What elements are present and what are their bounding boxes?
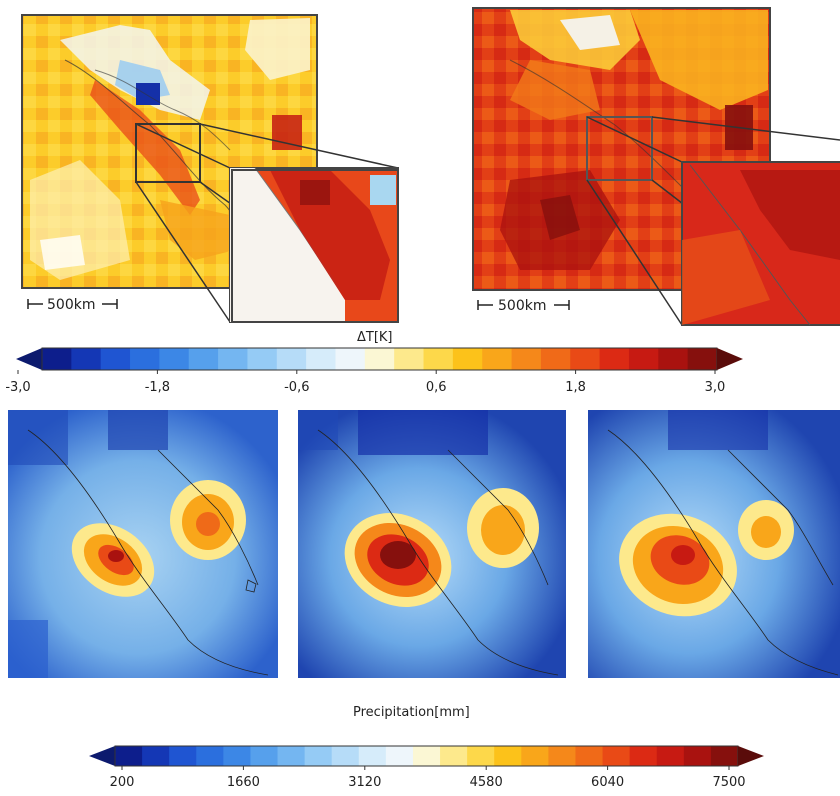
temperature-colorbar-swatch (482, 348, 513, 370)
precipitation-colorbar-tick-label: 4580 (469, 775, 503, 790)
temperature-map-right: 500km (472, 7, 840, 326)
temperature-colorbar-swatch (687, 348, 718, 370)
precipitation-colorbar-swatch (331, 746, 360, 766)
temperature-colorbar-swatch (628, 348, 659, 370)
temperature-colorbar-extend-low (16, 348, 42, 370)
precipitation-colorbar-swatch (412, 746, 441, 766)
precipitation-colorbar-swatch (304, 746, 333, 766)
temperature-colorbar-swatch (452, 348, 483, 370)
precipitation-colorbar-swatch (575, 746, 604, 766)
precipitation-colorbar-tick-label: 3120 (348, 775, 382, 790)
temperature-colorbar-swatch (130, 348, 160, 370)
precipitation-colorbar-swatch (142, 746, 170, 766)
precipitation-colorbar-swatch (223, 746, 251, 766)
precipitation-colorbar-extend-low (89, 746, 115, 766)
temperature-colorbar-title: ΔT[K] (357, 330, 393, 345)
precipitation-map-2 (298, 410, 566, 678)
precipitation-colorbar-swatch (440, 746, 468, 766)
temperature-colorbar-tick-label: 0,6 (425, 380, 447, 395)
temperature-colorbar-tick-label: 3,0 (704, 380, 726, 395)
temperature-colorbar-swatch (511, 348, 542, 370)
precipitation-colorbar-tick-label: 7500 (712, 775, 746, 790)
precipitation-colorbar-swatch (196, 746, 224, 766)
precipitation-colorbar-swatch (467, 746, 495, 766)
temperature-colorbar-swatch (394, 348, 425, 370)
temperature-colorbar-swatch (540, 348, 571, 370)
precipitation-colorbar-swatch (385, 746, 414, 766)
temperature-colorbar-swatch (570, 348, 601, 370)
precipitation-colorbar-swatch (710, 746, 739, 766)
precipitation-colorbar-swatch (602, 746, 631, 766)
precipitation-colorbar-title: Precipitation[mm] (353, 705, 470, 720)
temperature-colorbar-swatch (188, 348, 219, 370)
precipitation-colorbar-swatch (629, 746, 658, 766)
precipitation-colorbar-swatch (169, 746, 197, 766)
temperature-colorbar-tick-label: -0,6 (284, 380, 310, 395)
temperature-colorbar-swatch (658, 348, 689, 370)
precipitation-colorbar-extend-high (738, 746, 764, 766)
precipitation-colorbar-swatch (494, 746, 522, 766)
scale-label-right: 500km (498, 298, 546, 314)
precipitation-colorbar-swatch (250, 746, 279, 766)
precipitation-colorbar-swatch (548, 746, 576, 766)
precipitation-colorbar-swatch (683, 746, 712, 766)
precipitation-colorbar-swatch (656, 746, 685, 766)
temperature-colorbar (16, 347, 743, 374)
precipitation-colorbar-tick-label: 200 (109, 775, 135, 790)
precipitation-colorbar-swatch (277, 746, 306, 766)
temperature-colorbar-swatch (218, 348, 248, 370)
temperature-colorbar-tick-label: 1,8 (565, 380, 586, 395)
temperature-colorbar-tick-label: -3,0 (5, 380, 31, 395)
scale-label-left: 500km (47, 297, 95, 313)
precipitation-colorbar-swatch (115, 746, 143, 766)
temperature-colorbar-swatch (423, 348, 454, 370)
precipitation-colorbar (89, 745, 764, 770)
precipitation-colorbar-tick-label: 6040 (591, 775, 625, 790)
temperature-map-left: 500km (21, 14, 399, 323)
temperature-colorbar-swatch (71, 348, 102, 370)
temperature-colorbar-swatch (159, 348, 190, 370)
temperature-colorbar-tick-label: -1,8 (144, 380, 171, 395)
temperature-colorbar-swatch (100, 348, 131, 370)
temperature-colorbar-swatch (364, 348, 395, 370)
precipitation-map-3 (588, 410, 840, 678)
precipitation-map-1 (8, 410, 278, 678)
temperature-colorbar-swatch (335, 348, 366, 370)
temperature-colorbar-swatch (247, 348, 278, 370)
precipitation-colorbar-swatch (358, 746, 387, 766)
temperature-colorbar-swatch (599, 348, 630, 370)
temperature-colorbar-swatch (276, 348, 307, 370)
precipitation-colorbar-swatch (521, 746, 549, 766)
precipitation-colorbar-tick-label: 1660 (226, 775, 260, 790)
temperature-colorbar-swatch (306, 348, 336, 370)
temperature-colorbar-swatch (42, 348, 72, 370)
temperature-colorbar-extend-high (717, 348, 743, 370)
